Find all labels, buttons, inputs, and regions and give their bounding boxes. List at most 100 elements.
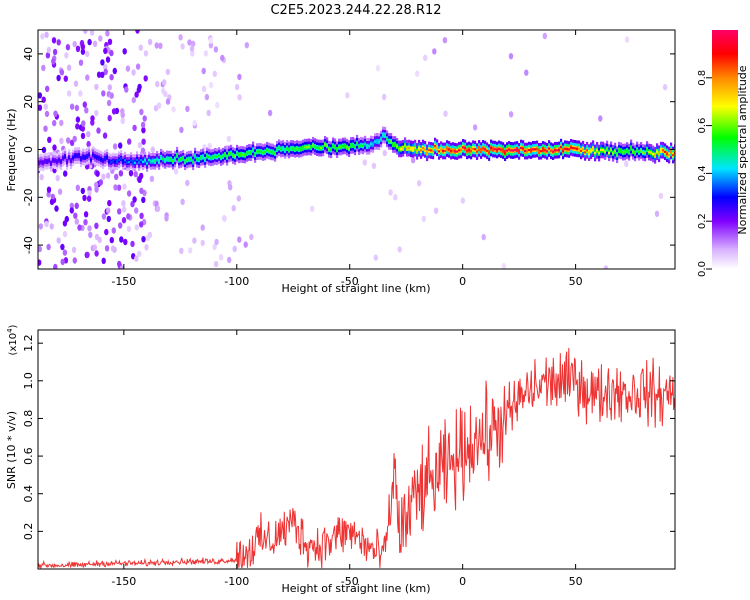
spectrogram-cell <box>59 69 65 76</box>
spectrogram-cell <box>162 157 165 160</box>
spectrogram-cell <box>184 160 187 163</box>
spectrogram-cell <box>114 160 117 163</box>
spectrogram-cell <box>164 215 169 222</box>
spectrogram-cell <box>158 160 161 163</box>
spectrogram-cell <box>55 174 60 182</box>
spectrogram-cell <box>284 149 287 152</box>
spectrogram-cell <box>125 65 131 72</box>
spectrogram-cell <box>373 254 378 261</box>
spectrogram-cell <box>206 154 209 158</box>
spectrogram-cell <box>362 144 365 147</box>
spectrogram-cell <box>654 210 660 217</box>
spectrogram-cell <box>420 149 423 152</box>
spectrogram-cell <box>422 147 425 150</box>
spectrogram-cell <box>371 162 377 169</box>
spectrogram-cell <box>334 145 337 148</box>
spectrogram-cell <box>358 145 361 148</box>
spectrogram-cell <box>418 147 421 150</box>
spectrogram-cell <box>94 83 99 91</box>
spectrogram-cell <box>443 110 448 117</box>
spectrogram-cell <box>86 195 92 202</box>
spectrogram-cell <box>324 143 327 146</box>
spectrogram-cell <box>213 260 219 268</box>
spectrogram-cell <box>302 146 305 150</box>
spectrogram-cell <box>376 140 379 143</box>
spectrogram-cell <box>46 243 51 251</box>
spectrogram-cell <box>622 151 625 154</box>
spectrogram-cell <box>450 150 453 153</box>
spectrogram-cell <box>188 158 191 161</box>
spectrogram-cell <box>42 161 45 164</box>
spectrogram-cell <box>410 157 416 164</box>
spectrogram-cell <box>506 149 509 152</box>
spectrogram-cell <box>126 213 131 220</box>
snr-y-tick-label: 1.2 <box>22 334 35 352</box>
spectrogram-cell <box>119 236 124 243</box>
spectrogram-cell <box>69 207 75 214</box>
spectrogram-cell <box>378 140 381 143</box>
spectrogram-x-tick-label: 0 <box>459 275 466 288</box>
spectrogram-cell <box>73 80 79 87</box>
spectrogram-cell <box>322 146 325 149</box>
spectrogram-cell <box>210 156 213 159</box>
spectrogram-cell <box>417 180 422 187</box>
figure-title: C2E5.2023.244.22.28.R12 <box>270 3 441 18</box>
spectrogram-cell <box>166 157 169 161</box>
spectrogram-cell <box>252 148 255 152</box>
spectrogram-cell <box>237 236 242 243</box>
spectrogram-cell <box>388 189 393 196</box>
spectrogram-cell <box>62 220 68 227</box>
spectrogram-cell <box>464 147 467 150</box>
spectrogram-cell <box>266 149 269 152</box>
spectrogram-cell <box>646 148 649 151</box>
spectrogram-cell <box>74 154 77 157</box>
spectrogram-cell <box>380 138 383 141</box>
spectrogram-cell <box>208 81 214 89</box>
spectrogram-cell <box>132 196 137 203</box>
spectrogram-cell <box>127 138 132 145</box>
spectrogram-cell <box>138 44 143 51</box>
spectrogram-cell <box>107 199 112 207</box>
spectrogram-cell <box>121 200 126 207</box>
spectrogram-cell <box>56 237 61 244</box>
spectrogram-cell <box>172 160 175 163</box>
spectrogram-cell <box>54 159 57 162</box>
spectrogram-cell <box>100 71 105 79</box>
spectrogram-cell <box>141 196 146 204</box>
spectrogram-cell <box>96 71 102 78</box>
spectrogram-cell <box>38 223 43 230</box>
spectrogram-cell <box>59 119 64 127</box>
spectrogram-cell <box>200 156 203 159</box>
spectrogram-cell <box>268 150 271 153</box>
spectrogram-cell <box>264 150 267 154</box>
spectrogram-cell <box>278 146 281 149</box>
spectrogram-cell <box>496 149 499 152</box>
spectrogram-cell <box>542 32 547 40</box>
spectrogram-cell <box>338 145 341 149</box>
spectrogram-x-tick-label: -50 <box>341 275 359 288</box>
colorbar-tick-label: 0.2 <box>697 213 708 229</box>
spectrogram-cell <box>522 147 525 150</box>
spectrogram-cell <box>426 151 429 154</box>
spectrogram-cell <box>182 157 185 160</box>
spectrogram-cell <box>638 151 641 154</box>
spectrogram-cell <box>460 197 465 204</box>
spectrogram-cell <box>190 50 195 57</box>
spectrogram-cell <box>208 156 211 159</box>
snr-x-tick-label: 50 <box>569 575 583 588</box>
spectrogram-cell <box>105 30 110 37</box>
spectrogram-cell <box>237 94 242 101</box>
spectrogram-cell <box>94 109 99 117</box>
snr-series-line <box>38 347 675 569</box>
spectrogram-cell <box>362 159 367 166</box>
spectrogram-cell <box>368 145 371 148</box>
spectrogram-cell <box>636 148 639 152</box>
spectrogram-cell <box>258 150 261 153</box>
spectrogram-cell <box>88 153 91 156</box>
spectrogram-cell <box>398 147 401 150</box>
spectrogram-cell <box>600 148 603 152</box>
spectrogram-cell <box>78 59 84 66</box>
spectrogram-cell <box>220 54 225 62</box>
spectrogram-cell <box>393 194 398 201</box>
spectrogram-cell <box>106 207 111 214</box>
